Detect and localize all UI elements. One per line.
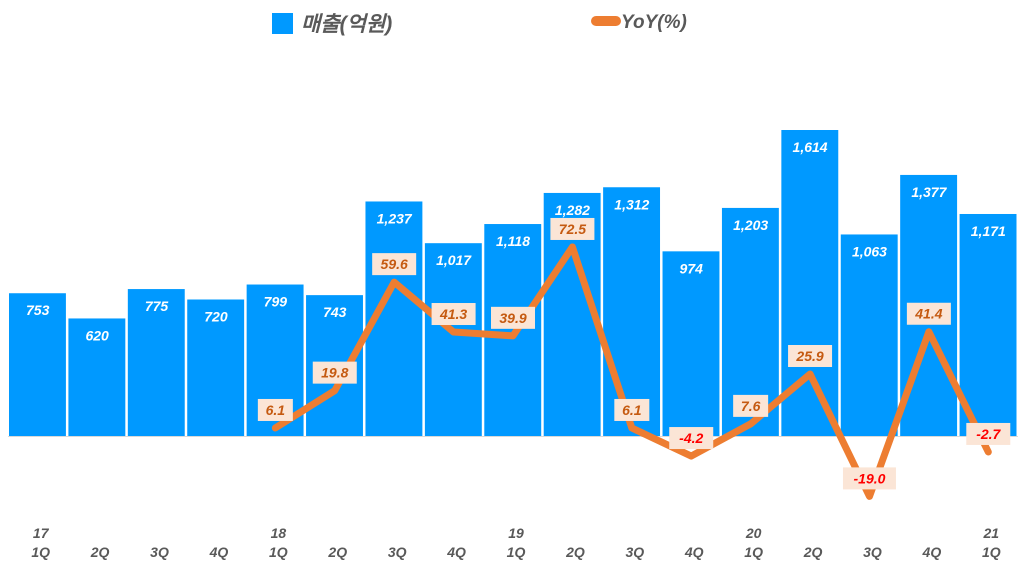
x-tick-quarter: 2Q	[90, 544, 110, 560]
bar-value-label: 720	[204, 308, 228, 324]
x-tick-quarter: 4Q	[922, 544, 942, 560]
x-tick-year: 17	[33, 525, 50, 541]
yoy-label-box	[257, 398, 293, 421]
x-tick-quarter: 1Q	[982, 544, 1001, 560]
bar-value-label: 775	[145, 298, 169, 314]
bar-value-label: 1,282	[555, 202, 590, 218]
x-tick-quarter: 2Q	[565, 544, 585, 560]
bar	[187, 299, 245, 436]
x-tick-quarter: 4Q	[684, 544, 704, 560]
bar-value-label: 753	[26, 302, 50, 318]
x-tick-quarter: 3Q	[863, 544, 882, 560]
x-tick-quarter: 2Q	[803, 544, 823, 560]
x-tick-year: 18	[271, 525, 287, 541]
bar-value-label: 1,118	[496, 233, 530, 249]
bar	[959, 213, 1017, 436]
bar-value-label: 743	[323, 304, 347, 320]
bar-value-label: 1,171	[971, 223, 1006, 239]
x-tick-quarter: 1Q	[269, 544, 288, 560]
yoy-value-label: 6.1	[266, 402, 286, 418]
yoy-label-box	[669, 427, 714, 450]
bar-value-label: 799	[264, 294, 288, 310]
yoy-value-label: -2.7	[976, 426, 1001, 442]
legend-label-sales: 매출(억원)	[301, 13, 392, 36]
yoy-value-label: 25.9	[795, 348, 823, 364]
bar-value-label: 974	[680, 260, 704, 276]
x-tick-quarter: 3Q	[388, 544, 407, 560]
yoy-label-box	[372, 253, 417, 276]
yoy-label-box	[550, 217, 595, 240]
yoy-label-box	[842, 467, 896, 490]
yoy-label-box	[614, 398, 650, 421]
x-tick-quarter: 1Q	[507, 544, 526, 560]
bar	[9, 293, 66, 436]
bar	[424, 243, 482, 436]
x-tick-year: 21	[983, 525, 1000, 541]
bar-value-label: 1,614	[793, 139, 828, 155]
yoy-line	[271, 243, 992, 500]
bar-value-label: 1,017	[436, 252, 472, 268]
yoy-label-box	[906, 302, 951, 325]
legend-label-yoy: YoY(%)	[621, 12, 687, 33]
bar-value-label: 1,237	[377, 210, 413, 226]
bar	[68, 318, 126, 436]
x-tick-quarter: 3Q	[625, 544, 644, 560]
yoy-value-label: 39.9	[499, 310, 526, 326]
x-tick-quarter: 2Q	[327, 544, 347, 560]
yoy-value-label: -4.2	[679, 430, 703, 446]
x-tick-quarter: 1Q	[31, 544, 50, 560]
yoy-value-label: 41.4	[914, 306, 942, 322]
legend-swatch-sales	[272, 13, 293, 34]
bar-value-label: 1,312	[614, 196, 649, 212]
bar	[840, 234, 898, 436]
yoy-value-label: 72.5	[559, 221, 586, 237]
bar-value-label: 1,377	[911, 184, 947, 200]
x-tick-year: 19	[508, 525, 524, 541]
x-tick-quarter: 4Q	[209, 544, 229, 560]
bar-value-label: 1,063	[852, 243, 887, 259]
yoy-label-box	[491, 306, 535, 329]
bar-value-label: 620	[85, 327, 109, 343]
yoy-label-box	[733, 394, 769, 417]
yoy-value-label: -19.0	[854, 470, 886, 486]
yoy-label-box	[788, 344, 833, 367]
legend-swatch-yoy	[591, 16, 621, 26]
yoy-value-label: 59.6	[381, 256, 408, 272]
bar	[662, 251, 720, 436]
yoy-value-label: 19.8	[321, 365, 348, 381]
x-tick-quarter: 3Q	[150, 544, 169, 560]
bar	[127, 289, 185, 436]
x-tick-quarter: 1Q	[744, 544, 763, 560]
yoy-label-box	[431, 303, 476, 326]
bar	[781, 130, 839, 436]
x-tick-quarter: 4Q	[446, 544, 466, 560]
yoy-value-label: 41.3	[439, 306, 467, 322]
bar	[603, 187, 661, 436]
bar-value-label: 1,203	[733, 217, 768, 233]
yoy-value-label: 6.1	[622, 402, 642, 418]
legend: 매출(억원) YoY(%)	[272, 12, 687, 36]
yoy-label-box	[966, 422, 1011, 445]
yoy-label-box	[312, 361, 357, 384]
yoy-value-label: 7.6	[741, 398, 761, 414]
x-tick-year: 20	[745, 525, 762, 541]
